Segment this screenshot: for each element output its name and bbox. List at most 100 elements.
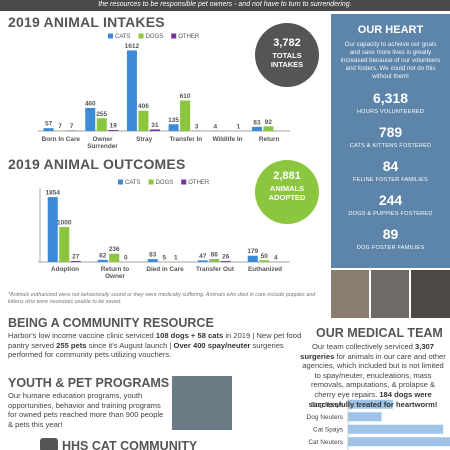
y-tick-label: Cat Spays	[313, 426, 344, 433]
x-tick-label: Owner Surrender	[87, 136, 118, 151]
bar	[209, 258, 220, 262]
bar	[180, 100, 191, 131]
bar	[109, 253, 120, 262]
data-label: 57	[45, 121, 53, 128]
photo	[172, 376, 232, 430]
chart-title: 2019 ANIMAL INTAKES	[8, 14, 165, 30]
section-title: YOUTH & PET PROGRAMS	[8, 376, 170, 390]
data-label: 3	[195, 123, 199, 130]
bubble-value: 2,881	[273, 170, 301, 182]
section-title: HHS CAT COMMUNITY	[62, 439, 198, 450]
bar	[348, 437, 450, 447]
bar	[247, 255, 258, 262]
data-label: 31	[151, 122, 159, 129]
legend-swatch	[118, 179, 123, 185]
panel-text: Our capacity to achieve our goals and sa…	[340, 41, 441, 80]
heart-panel: OUR HEART Our capacity to achieve our go…	[331, 14, 450, 268]
photo	[331, 270, 369, 318]
text: for animals in our care and other agenci…	[302, 351, 446, 399]
data-label: 7	[70, 123, 74, 130]
y-tick-label: Dog Neuters	[307, 414, 344, 421]
bar	[168, 124, 179, 131]
legend-label: OTHER	[178, 34, 200, 40]
text: since it's August launch |	[86, 340, 174, 350]
bar	[147, 259, 158, 262]
bar	[70, 261, 81, 262]
data-label: 1000	[57, 220, 72, 227]
legend-swatch	[138, 33, 144, 39]
stat-label: DOG FOSTER FAMILIES	[356, 245, 425, 251]
bold-text: Over 400 spay/neuter	[173, 340, 251, 350]
stat-label: FELINE FOSTER FAMILIES	[353, 177, 428, 183]
legend-label: DOGS	[156, 180, 174, 186]
data-label: 19	[110, 123, 118, 130]
section-text: Our humane education programs, youth opp…	[8, 391, 164, 429]
x-tick-label: Return to Owner	[100, 266, 130, 281]
stat-value: 84	[382, 158, 399, 174]
stat-value: 244	[378, 192, 403, 208]
panel-title: OUR HEART	[357, 24, 424, 36]
bar	[220, 261, 231, 262]
bubble-label: ANIMALS ADOPTED	[268, 184, 306, 202]
bar	[149, 129, 160, 131]
bar	[97, 259, 108, 262]
bar	[251, 126, 262, 131]
bar	[348, 399, 393, 409]
data-label: 62	[99, 252, 107, 259]
section-title: BEING A COMMUNITY RESOURCE	[8, 316, 214, 330]
bar	[259, 260, 270, 262]
bar	[348, 424, 444, 434]
y-tick-label: Cat Neuters	[308, 439, 343, 446]
x-tick-label: Wildlife In	[212, 136, 243, 143]
data-label: 86	[211, 251, 219, 258]
x-tick-label: Return	[258, 136, 280, 143]
intake-bubble: 3,782 TOTALS INTAKES	[255, 23, 319, 87]
y-tick-label: Dog Spays	[311, 401, 344, 408]
data-label: 5	[162, 254, 166, 261]
legend-swatch	[171, 33, 177, 39]
bar	[138, 110, 149, 131]
text: in 2019 | New pet food pantry served	[8, 331, 302, 350]
stat-list: 6,318 HOURS VOLUNTEERED 789 CATS & KITTENS …	[331, 90, 450, 251]
bubble-value: 3,782	[273, 37, 301, 49]
data-label: 7	[58, 123, 62, 130]
data-label: 1	[236, 123, 240, 130]
data-label: 50	[261, 253, 269, 260]
data-label: 27	[72, 254, 80, 261]
x-tick-label: Stray	[136, 136, 153, 143]
header-strip: the resources to be responsible pet owne…	[0, 0, 450, 11]
section-title: OUR MEDICAL TEAM	[316, 326, 443, 340]
legend-swatch	[108, 33, 113, 39]
bar	[59, 227, 70, 262]
bold-text: 184 dogs were successfully treated for h…	[308, 389, 438, 409]
bar	[348, 412, 382, 422]
bar	[47, 197, 58, 262]
data-label: 1854	[46, 190, 61, 197]
data-label: 236	[109, 246, 120, 253]
chart-title: 2019 ANIMAL OUTCOMES	[8, 156, 186, 172]
data-label: 83	[149, 252, 157, 259]
data-label: 406	[138, 103, 149, 110]
x-tick-label: Born In Care	[41, 136, 80, 143]
data-label: 83	[253, 119, 261, 126]
data-label: 460	[85, 101, 96, 108]
data-label: 135	[168, 117, 179, 124]
data-label: 255	[96, 111, 107, 118]
bar	[263, 126, 274, 131]
section-text: Harbor's low income vaccine clinic servi…	[8, 331, 308, 360]
stat-label: DOGS & PUPPIES FOSTERED	[348, 211, 433, 217]
data-label: 4	[274, 254, 278, 261]
legend-label: CATS	[115, 34, 131, 40]
data-label: 1	[174, 254, 178, 261]
data-label: 26	[222, 254, 230, 261]
bold-text: 108 dogs + 58 cats	[155, 331, 224, 340]
stat-value: 89	[382, 226, 399, 242]
legend-label: CATS	[125, 180, 141, 186]
text: Harbor's low income vaccine clinic servi…	[8, 331, 156, 340]
bar	[126, 50, 137, 131]
x-tick-label: Euthanized	[247, 266, 283, 273]
x-tick-label: Transfer In	[169, 136, 203, 143]
x-tick-label: Transfer Out	[196, 266, 234, 273]
